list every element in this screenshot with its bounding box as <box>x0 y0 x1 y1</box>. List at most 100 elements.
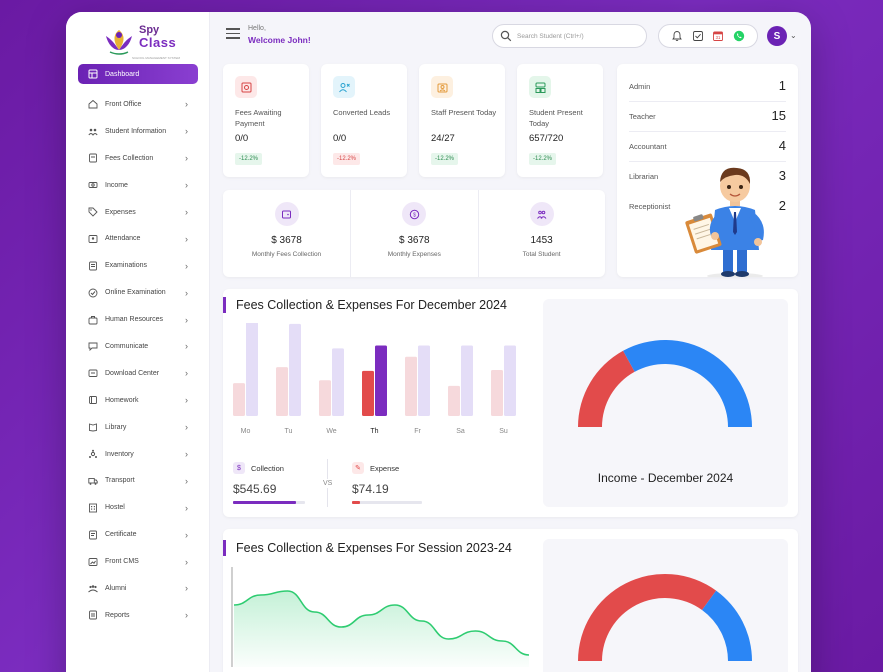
sidebar-item-front-office[interactable]: Front Office › <box>66 91 210 118</box>
search-placeholder: Search Student (Ctrl+/) <box>517 32 584 40</box>
bar-expense-we[interactable] <box>319 380 331 416</box>
role-row-receptionist[interactable]: Receptionist 2 <box>629 192 786 222</box>
stat-change-badge: -12.2% <box>333 153 361 165</box>
role-row-librarian[interactable]: Librarian 3 <box>629 162 786 192</box>
gauge-slice-collection[interactable] <box>702 590 752 661</box>
students-icon <box>88 126 98 137</box>
bar-expense-th[interactable] <box>362 370 374 416</box>
calendar-icon[interactable]: 31 <box>712 30 724 42</box>
header-actions: 31 <box>658 24 758 48</box>
sidebar-item-hostel[interactable]: Hostel › <box>66 494 210 521</box>
role-row-admin[interactable]: Admin 1 <box>629 72 786 102</box>
sidebar-item-dashboard[interactable]: Dashboard <box>78 64 198 84</box>
stat-card-converted-leads[interactable]: Converted Leads 0/0 -12.2% <box>321 64 407 177</box>
sidebar-item-online-examination[interactable]: Online Examination › <box>66 279 210 306</box>
stat-card-staff-present-today[interactable]: Staff Present Today 24/27 -12.2% <box>419 64 505 177</box>
sidebar-item-download-center[interactable]: Download Center › <box>66 360 210 387</box>
brand-name-top: Spy <box>139 24 160 36</box>
role-name: Librarian <box>629 172 659 181</box>
avatar[interactable]: S <box>767 26 787 46</box>
bar-collection-tu[interactable] <box>289 323 301 416</box>
sidebar-item-fees-collection[interactable]: Fees Collection › <box>66 145 210 172</box>
stat-label: Staff Present Today <box>431 108 497 117</box>
sidebar-item-label: Expenses <box>105 208 136 216</box>
chevron-right-icon: › <box>185 314 188 325</box>
sidebar: Spy Class SCHOOL MANAGEMENT SYSTEM Dashb… <box>66 12 210 672</box>
session-chart-panel: Fees Collection & Expenses For Session 2… <box>223 529 798 672</box>
sidebar-item-label: Dashboard <box>105 70 140 78</box>
bar-collection-mo[interactable] <box>246 323 258 416</box>
sidebar-item-examinations[interactable]: Examinations › <box>66 252 210 279</box>
sidebar-item-communicate[interactable]: Communicate › <box>66 333 210 360</box>
sidebar-item-alumni[interactable]: Alumni › <box>66 575 210 602</box>
book-icon <box>88 395 98 405</box>
bell-icon[interactable] <box>671 30 683 42</box>
finance-metric-total-student[interactable]: 1453 Total Student <box>477 190 605 277</box>
bar-collection-fr[interactable] <box>418 345 430 417</box>
legend-expense: ✎ Expense <box>352 462 399 474</box>
finance-summary-card: $ 3678 Monthly Fees Collection $ $ 3678 Mont… <box>223 190 605 277</box>
chevron-down-icon[interactable]: ⌄ <box>790 31 797 40</box>
session-gauge-box <box>543 539 788 672</box>
task-check-icon[interactable] <box>692 30 704 42</box>
gauge-slice-expense[interactable] <box>578 574 717 661</box>
role-row-teacher[interactable]: Teacher 15 <box>629 102 786 132</box>
sidebar-item-attendance[interactable]: Attendance › <box>66 225 210 252</box>
stat-card-student-present-today[interactable]: Student Present Today 657/720 -12.2% <box>517 64 603 177</box>
bar-expense-sa[interactable] <box>448 385 460 416</box>
x-tick-label: Th <box>370 428 378 435</box>
line-series[interactable] <box>233 590 530 656</box>
search-input[interactable]: Search Student (Ctrl+/) <box>492 24 647 48</box>
mascot-illustration <box>685 167 764 277</box>
gauge-slice-expense[interactable] <box>578 350 635 427</box>
stat-value: 0/0 <box>333 133 347 144</box>
chevron-right-icon: › <box>185 233 188 244</box>
sidebar-item-front-cms[interactable]: Front CMS › <box>66 548 210 575</box>
sidebar-item-library[interactable]: Library › <box>66 414 210 441</box>
sidebar-item-income[interactable]: Income › <box>66 172 210 199</box>
income-icon <box>88 180 98 190</box>
chevron-right-icon: › <box>185 583 188 594</box>
building-icon <box>88 503 98 513</box>
sidebar-item-reports[interactable]: Reports › <box>66 602 210 629</box>
x-tick-label: Fr <box>414 428 421 435</box>
logo-icon <box>106 30 132 55</box>
bar-expense-tu[interactable] <box>276 367 288 416</box>
sidebar-item-inventory[interactable]: Inventory › <box>66 441 210 468</box>
calendar-day: 31 <box>716 35 721 40</box>
chevron-right-icon: › <box>185 180 188 191</box>
logo[interactable]: Spy Class SCHOOL MANAGEMENT SYSTEM <box>102 22 182 62</box>
inventory-icon <box>88 449 98 459</box>
sidebar-item-homework[interactable]: Homework › <box>66 387 210 414</box>
sidebar-item-human-resources[interactable]: Human Resources › <box>66 306 210 333</box>
bar-expense-su[interactable] <box>491 369 503 416</box>
bar-expense-fr[interactable] <box>405 356 417 416</box>
sidebar-item-student-information[interactable]: Student Information › <box>66 118 210 145</box>
sidebar-item-label: Fees Collection <box>105 154 154 162</box>
finance-metric-monthly-fees-collection[interactable]: $ 3678 Monthly Fees Collection <box>223 190 350 277</box>
expense-share-fill <box>352 501 361 504</box>
sidebar-item-expenses[interactable]: Expenses › <box>66 199 210 226</box>
session-line-chart <box>231 567 530 667</box>
sidebar-item-label: Attendance <box>105 235 141 243</box>
gauge-slice-collection[interactable] <box>623 340 752 427</box>
brand-tagline: SCHOOL MANAGEMENT SYSTEM <box>132 56 181 60</box>
expense-share-bar <box>352 501 422 504</box>
stat-card-fees-awaiting-payment[interactable]: Fees Awaiting Payment 0/0 -12.2% <box>223 64 309 177</box>
sidebar-item-transport[interactable]: Transport › <box>66 467 210 494</box>
sidebar-item-certificate[interactable]: Certificate › <box>66 521 210 548</box>
menu-toggle-icon[interactable] <box>226 28 240 40</box>
bar-expense-mo[interactable] <box>233 383 245 416</box>
bar-collection-su[interactable] <box>504 345 516 417</box>
bar-collection-th[interactable] <box>375 345 387 417</box>
monthly-chart-panel: Fees Collection & Expenses For December … <box>223 289 798 517</box>
whatsapp-icon[interactable] <box>733 30 745 42</box>
chevron-right-icon: › <box>185 395 188 406</box>
certificate-icon <box>88 530 98 540</box>
finance-metric-monthly-expenses[interactable]: $ $ 3678 Monthly Expenses <box>350 190 477 277</box>
finance-label: Total Student <box>522 251 561 258</box>
bar-collection-we[interactable] <box>332 348 344 416</box>
stat-change-badge: -12.2% <box>235 153 263 165</box>
role-row-accountant[interactable]: Accountant 4 <box>629 132 786 162</box>
bar-collection-sa[interactable] <box>461 345 473 417</box>
